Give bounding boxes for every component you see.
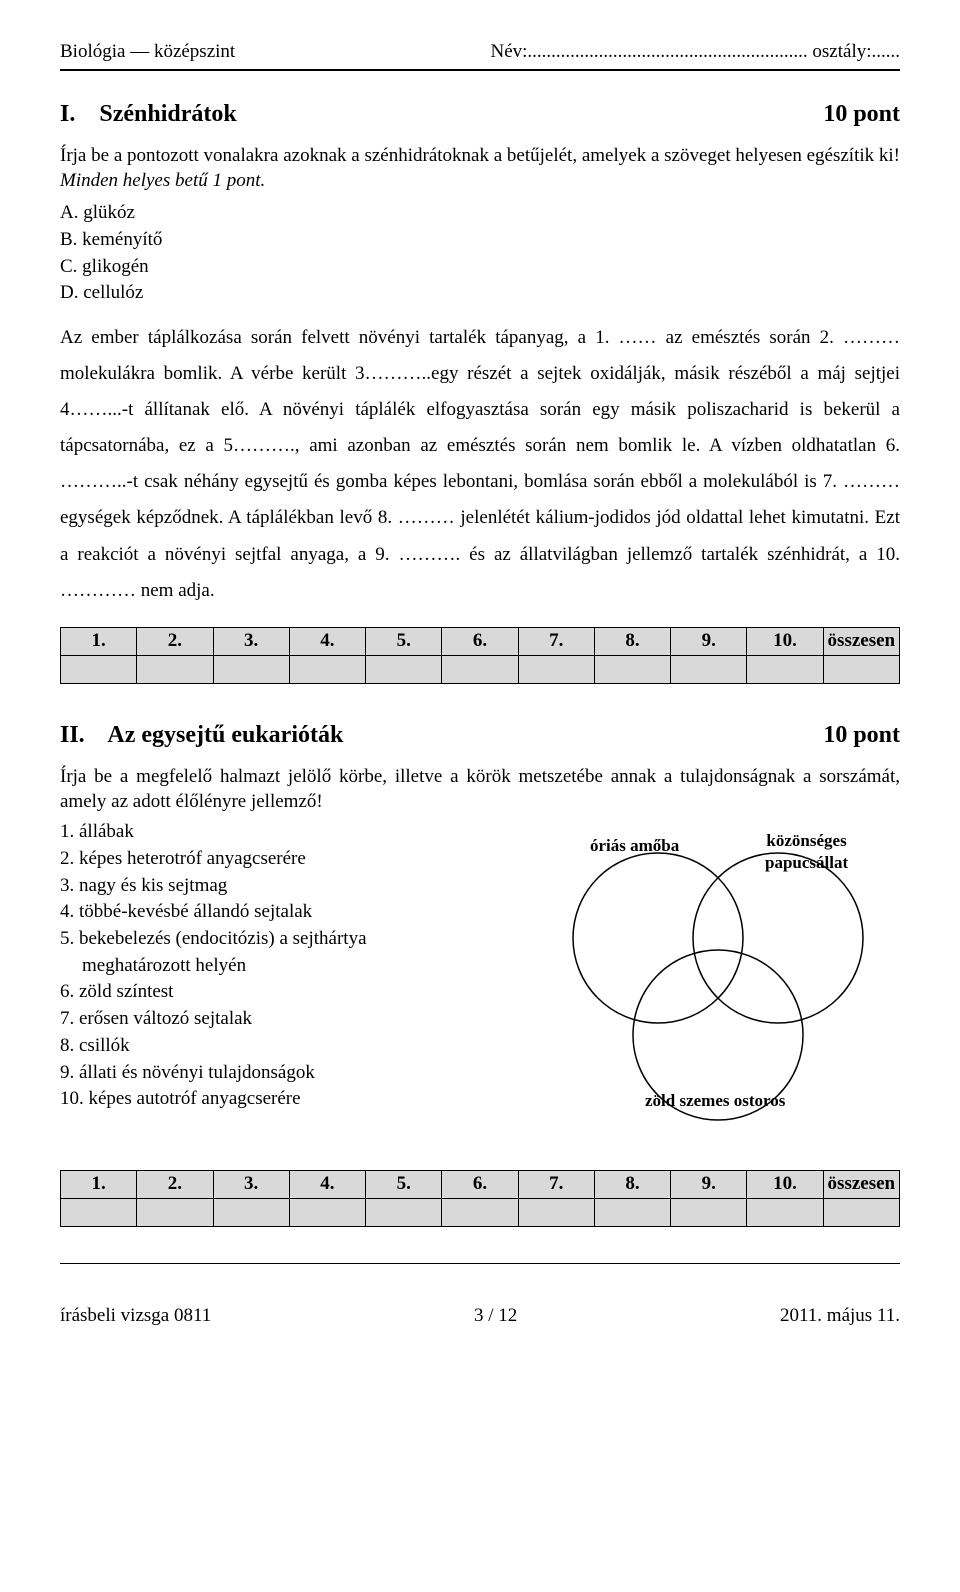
item-9: 9. állati és növényi tulajdonságok	[60, 1061, 530, 1086]
header-right: Név:....................................…	[490, 40, 900, 65]
section2-instructions: Írja be a megfelelő halmazt jelölő körbe…	[60, 765, 900, 814]
footer-left: írásbeli vizsga 0811	[60, 1304, 211, 1329]
venn-label-tl: óriás amőba	[590, 835, 679, 857]
col2-10: 10.	[747, 1171, 823, 1199]
instr-text-1: Írja be a pontozott vonalakra azoknak a …	[60, 145, 900, 166]
section1-body: Az ember táplálkozása során felvett növé…	[60, 320, 900, 609]
section2-heading: II. Az egysejtű eukarióták 10 pont	[60, 720, 900, 751]
header-rule	[60, 69, 900, 71]
col2-9: 9.	[671, 1171, 747, 1199]
instr-text-2: Minden helyes betű 1 pont.	[60, 170, 265, 191]
item-2: 2. képes heterotróf anyagcserére	[60, 847, 530, 872]
col-10: 10.	[747, 627, 823, 655]
section1-heading: I. Szénhidrátok 10 pont	[60, 99, 900, 130]
section1-number: I.	[60, 101, 75, 127]
score-header-row: 1. 2. 3. 4. 5. 6. 7. 8. 9. 10. összesen	[61, 627, 900, 655]
item-4: 4. többé-kevésbé állandó sejtalak	[60, 900, 530, 925]
col2-6: 6.	[442, 1171, 518, 1199]
col-9: 9.	[671, 627, 747, 655]
venn-label-b: zöld szemes ostoros	[645, 1090, 785, 1112]
col2-4: 4.	[289, 1171, 365, 1199]
score-table-2: 1. 2. 3. 4. 5. 6. 7. 8. 9. 10. összesen	[60, 1170, 900, 1227]
col-3: 3.	[213, 627, 289, 655]
col-total: összesen	[823, 627, 899, 655]
answer-options: A. glükóz B. keményítő C. glikogén D. ce…	[60, 201, 900, 306]
footer-rule	[60, 1263, 900, 1264]
header-left: Biológia — középszint	[60, 40, 235, 65]
option-d: D. cellulóz	[60, 281, 900, 306]
item-10: 10. képes autotróf anyagcserére	[60, 1087, 530, 1112]
col-6: 6.	[442, 627, 518, 655]
col2-total: összesen	[823, 1171, 899, 1199]
col2-8: 8.	[594, 1171, 670, 1199]
score-table-1: 1. 2. 3. 4. 5. 6. 7. 8. 9. 10. összesen	[60, 627, 900, 684]
col-4: 4.	[289, 627, 365, 655]
col2-7: 7.	[518, 1171, 594, 1199]
section2-points: 10 pont	[823, 720, 900, 751]
item-7: 7. erősen változó sejtalak	[60, 1007, 530, 1032]
venn-diagram: óriás amőba közönséges papucsállat zöld …	[540, 820, 900, 1140]
col2-2: 2.	[137, 1171, 213, 1199]
score-header-row-2: 1. 2. 3. 4. 5. 6. 7. 8. 9. 10. összesen	[61, 1171, 900, 1199]
col-5: 5.	[366, 627, 442, 655]
col2-5: 5.	[366, 1171, 442, 1199]
item-8: 8. csillók	[60, 1034, 530, 1059]
property-list: 1. állábak 2. képes heterotróf anyagcser…	[60, 820, 530, 1114]
page-header: Biológia — középszint Név:..............…	[60, 40, 900, 65]
col2-1: 1.	[61, 1171, 137, 1199]
score-answer-row-2	[61, 1199, 900, 1227]
item-5b: meghatározott helyén	[60, 954, 530, 979]
option-c: C. glikogén	[60, 255, 900, 280]
option-b: B. keményítő	[60, 228, 900, 253]
section2-content: 1. állábak 2. képes heterotróf anyagcser…	[60, 820, 900, 1140]
page-footer: írásbeli vizsga 0811 3 / 12 2011. május …	[60, 1304, 900, 1329]
item-6: 6. zöld színtest	[60, 980, 530, 1005]
item-3: 3. nagy és kis sejtmag	[60, 874, 530, 899]
section1-points: 10 pont	[823, 99, 900, 130]
col-2: 2.	[137, 627, 213, 655]
venn-label-tr: közönséges papucsállat	[765, 830, 848, 874]
col-8: 8.	[594, 627, 670, 655]
section1-title: Szénhidrátok	[99, 101, 236, 127]
venn-label-tr-2: papucsállat	[765, 853, 848, 872]
footer-center: 3 / 12	[474, 1304, 517, 1329]
score-answer-row	[61, 655, 900, 683]
venn-label-tr-1: közönséges	[766, 831, 846, 850]
item-1: 1. állábak	[60, 820, 530, 845]
option-a: A. glükóz	[60, 201, 900, 226]
col-1: 1.	[61, 627, 137, 655]
section1-instructions: Írja be a pontozott vonalakra azoknak a …	[60, 144, 900, 193]
item-5: 5. bekebelezés (endocitózis) a sejthárty…	[60, 927, 530, 952]
section2-title: Az egysejtű eukarióták	[107, 722, 343, 748]
col-7: 7.	[518, 627, 594, 655]
section2-number: II.	[60, 722, 85, 748]
col2-3: 3.	[213, 1171, 289, 1199]
footer-right: 2011. május 11.	[780, 1304, 900, 1329]
